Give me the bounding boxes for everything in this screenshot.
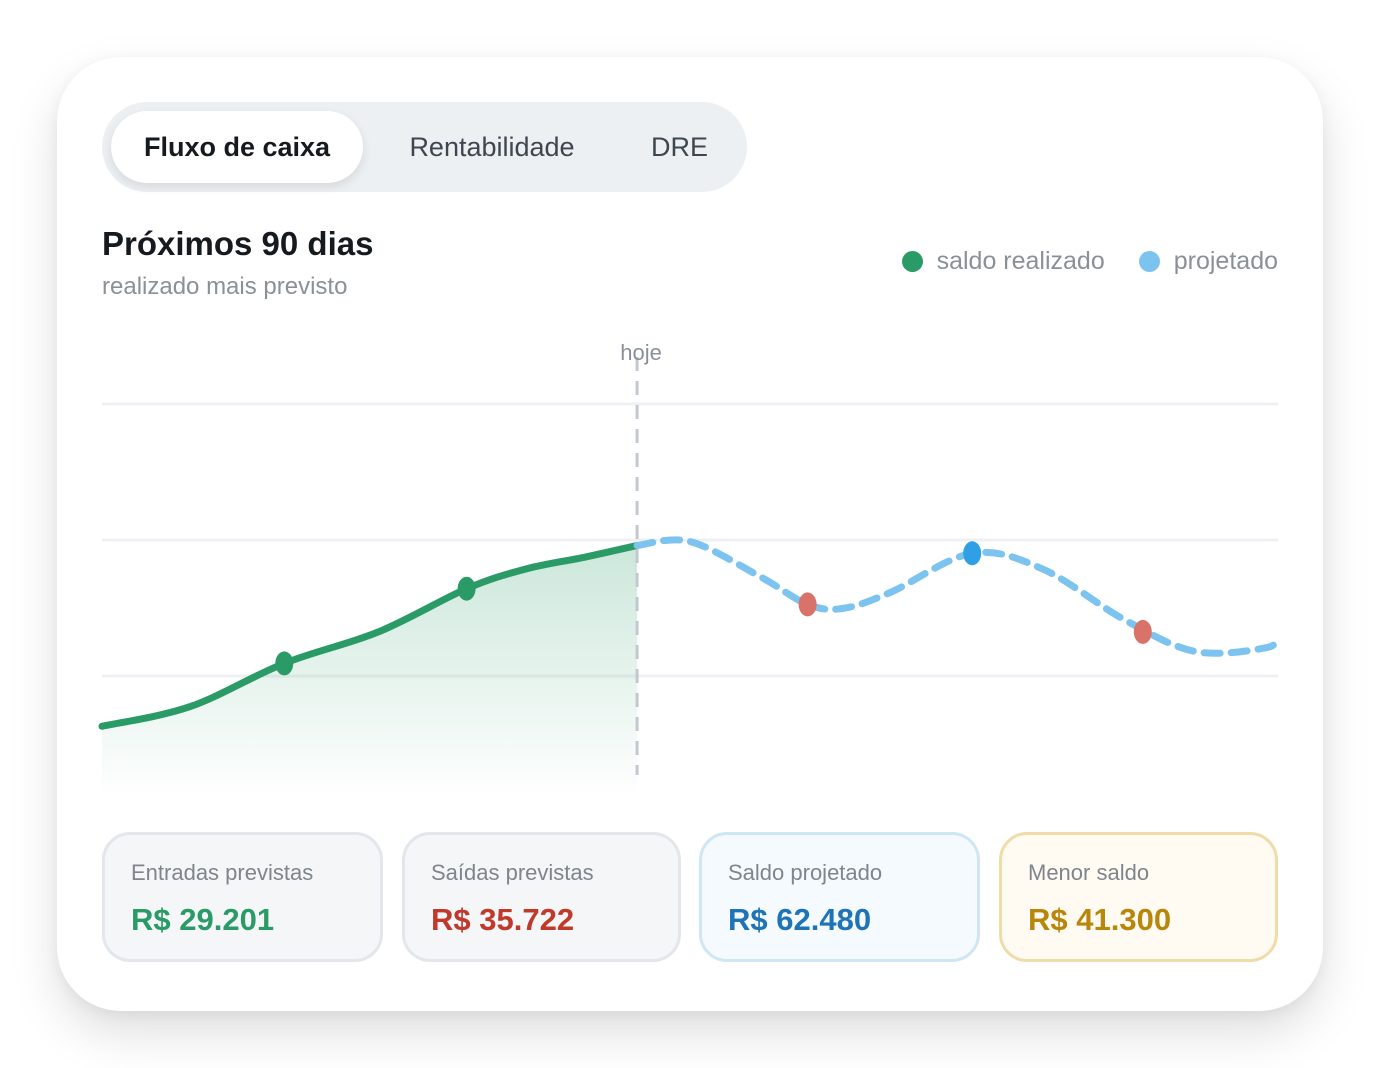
kpi-label: Menor saldo <box>1028 860 1150 885</box>
kpi-value: R$ 62.480 <box>728 902 872 937</box>
legend-dot-icon <box>901 251 923 272</box>
data-point-marker <box>798 592 817 617</box>
kpi-label: Saldo projetado <box>728 860 883 885</box>
kpi-value: R$ 29.201 <box>131 902 275 937</box>
chart-markers <box>275 541 1152 676</box>
tab-dre[interactable]: DRE <box>650 132 708 162</box>
tab-rentabilidade[interactable]: Rentabilidade <box>409 132 575 162</box>
series-line-0 <box>98 542 641 730</box>
data-point-marker <box>275 651 294 676</box>
chart-lines <box>98 536 1282 730</box>
cash-flow-card: Fluxo de caixa Rentabilidade DRE Próximo… <box>57 57 1323 1011</box>
legend-item-saldo-realizado: saldo realizado <box>901 247 1105 276</box>
kpi-value: R$ 35.722 <box>431 902 575 937</box>
legend-item-projetado: projetado <box>1138 247 1278 276</box>
tab-bar: Fluxo de caixa Rentabilidade DRE <box>102 102 747 192</box>
kpi-label: Entradas previstas <box>131 860 314 885</box>
kpi-saldo-projetado: Saldo projetado R$ 62.480 <box>699 832 980 962</box>
realized-area <box>102 545 638 797</box>
legend-dot-icon <box>1138 251 1160 272</box>
chart-legend: saldo realizado projetado <box>901 247 1278 276</box>
cash-flow-chart: hoje <box>98 340 1282 797</box>
page-title: Próximos 90 dias <box>102 225 374 262</box>
legend-label: saldo realizado <box>936 247 1105 275</box>
data-point-marker <box>1133 619 1152 644</box>
series-area-0 <box>102 545 638 797</box>
page-subtitle: realizado mais previsto <box>102 273 348 300</box>
today-marker: hoje <box>620 340 662 775</box>
kpi-saidas-previstas: Saídas previstas R$ 35.722 <box>402 832 681 962</box>
series-line-1 <box>633 536 1282 657</box>
data-point-marker <box>457 576 476 601</box>
tab-fluxo-de-caixa[interactable]: Fluxo de caixa <box>111 111 363 183</box>
kpi-menor-saldo: Menor saldo R$ 41.300 <box>999 832 1278 962</box>
kpi-value: R$ 41.300 <box>1028 902 1172 937</box>
legend-label: projetado <box>1173 247 1278 275</box>
today-label: hoje <box>620 340 662 365</box>
kpi-label: Saídas previstas <box>431 860 594 885</box>
data-point-marker <box>963 541 982 566</box>
kpi-entradas-previstas: Entradas previstas R$ 29.201 <box>102 832 383 962</box>
